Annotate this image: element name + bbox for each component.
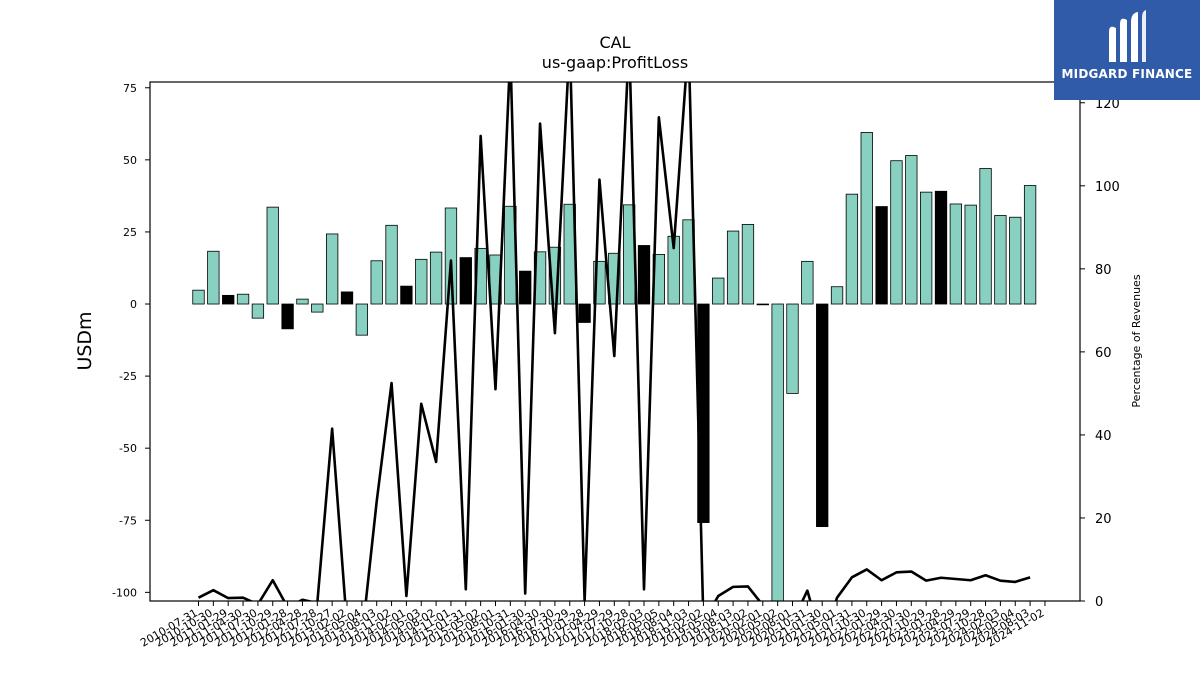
bar-14 (400, 285, 413, 305)
y-tick-label-1: 50 (123, 154, 137, 167)
bar-49 (920, 191, 933, 305)
bar-15 (415, 258, 428, 305)
bar-11 (355, 303, 369, 336)
bar-18 (459, 257, 472, 305)
chart-title: CAL (599, 33, 630, 52)
bar-41 (801, 260, 814, 305)
y-tick-label-7: -100 (112, 586, 137, 599)
bar-26 (578, 303, 591, 323)
y2-tick-label-5: 100 (1095, 180, 1120, 195)
y-axis-label-right: Percentage of Revenues (1130, 274, 1143, 407)
bar-24 (548, 246, 562, 305)
bar-48 (905, 155, 918, 305)
y2-tick-label-3: 60 (1095, 346, 1112, 361)
y2-tick-label-6: 120 (1095, 97, 1120, 112)
bar-2 (222, 294, 235, 305)
bar-55 (1009, 216, 1022, 305)
bar-30 (637, 245, 651, 305)
bar-56 (1023, 185, 1037, 305)
bar-50 (934, 190, 948, 305)
bar-45 (860, 132, 873, 305)
bar-6 (281, 303, 294, 330)
bar-52 (964, 204, 977, 305)
bar-9 (325, 233, 339, 305)
y-tick-label-5: -50 (119, 442, 137, 455)
bar-36 (726, 230, 740, 305)
bar-40 (786, 303, 799, 394)
bar-43 (830, 286, 844, 305)
bar-47 (890, 160, 903, 305)
brand-name: MIDGARD FINANCE (1061, 67, 1193, 81)
bar-37 (741, 224, 755, 305)
y-axis-label-left: USDm (74, 311, 96, 370)
y2-tick-label-4: 80 (1095, 263, 1112, 278)
bar-27 (593, 260, 606, 305)
bar-44 (845, 193, 859, 305)
bar-35 (712, 277, 725, 305)
y-tick-label-0: 75 (123, 82, 137, 95)
y2-tick-label-1: 20 (1095, 512, 1112, 527)
bar-3 (236, 293, 250, 305)
bar-51 (949, 203, 962, 305)
bar-8 (311, 303, 324, 313)
bars-group (192, 132, 1037, 601)
y2-tick-label-2: 40 (1095, 429, 1112, 444)
percentage-line (197, 82, 1031, 601)
y-tick-label-4: -25 (119, 370, 137, 383)
brand-logo: MIDGARD FINANCE (1054, 0, 1200, 100)
bar-16 (429, 251, 443, 305)
bar-1 (207, 250, 220, 305)
bar-4 (251, 303, 265, 319)
bar-12 (370, 260, 383, 305)
bar-0 (192, 289, 205, 305)
bar-5 (266, 206, 279, 305)
bar-38 (756, 303, 769, 306)
bar-46 (875, 206, 888, 305)
y2-tick-label-0: 0 (1095, 595, 1103, 610)
plot-frame (149, 81, 1081, 602)
x-axis: 2010-07-312010-10-302011-01-292011-04-30… (138, 601, 1046, 650)
bar-42 (816, 303, 829, 528)
y-tick-label-2: 25 (123, 226, 137, 239)
bar-54 (994, 215, 1007, 305)
bar-22 (519, 270, 532, 305)
midgard-logo-icon (1109, 10, 1146, 63)
y-axis-right: 0 20 40 60 80 100 120 (1080, 97, 1120, 610)
bar-39 (771, 303, 784, 601)
bar-17 (444, 207, 458, 305)
y-tick-label-6: -75 (119, 514, 137, 527)
bar-7 (296, 298, 309, 305)
bar-10 (340, 291, 354, 305)
line-layer (197, 82, 1031, 601)
chart-subtitle: us-gaap:ProfitLoss (542, 53, 688, 72)
y-axis-left: 75 50 25 0 -25 -50 -75 -100 (112, 82, 150, 599)
y-tick-label-3: 0 (130, 298, 137, 311)
bar-53 (979, 168, 992, 305)
bar-13 (385, 224, 398, 305)
